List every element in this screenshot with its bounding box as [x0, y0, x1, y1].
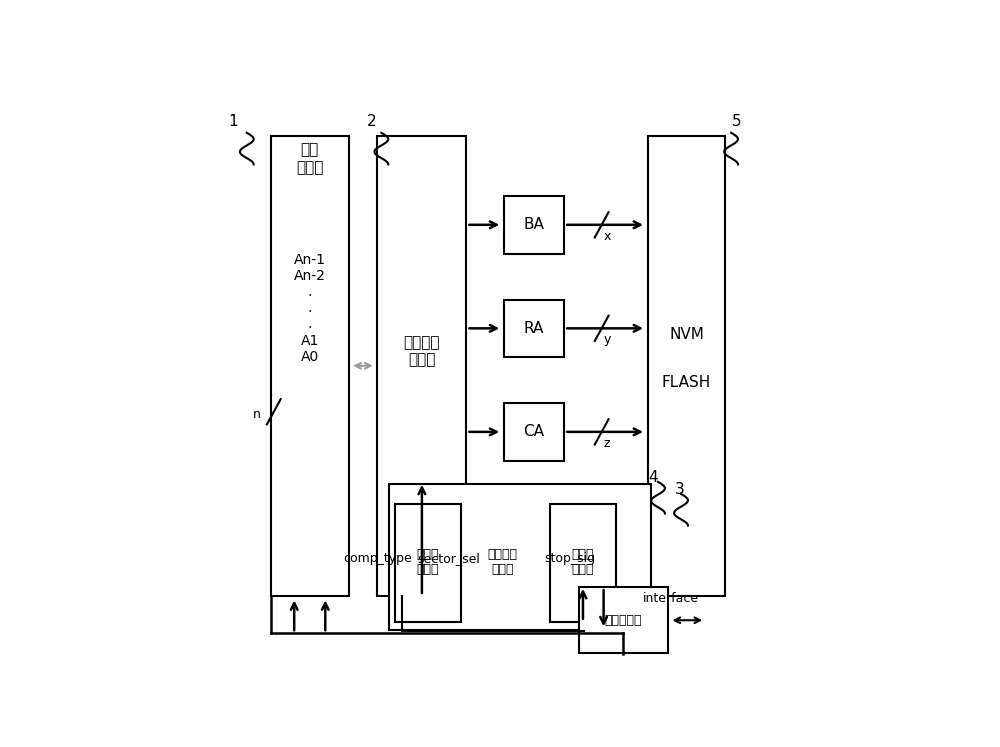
Text: 段地址
计算器: 段地址 计算器 — [572, 548, 594, 577]
Bar — [648, 136, 725, 596]
Text: y: y — [603, 333, 611, 347]
Text: stop_sig: stop_sig — [544, 552, 596, 565]
Text: 段地址
产生器: 段地址 产生器 — [416, 548, 439, 577]
Text: n: n — [253, 408, 260, 421]
Bar — [395, 503, 461, 622]
Text: sector_sel: sector_sel — [418, 552, 481, 565]
Text: 3: 3 — [674, 482, 684, 497]
Bar — [504, 403, 564, 461]
Text: NVM: NVM — [669, 326, 704, 341]
Text: x: x — [603, 230, 611, 243]
Bar — [504, 300, 564, 357]
Text: 4: 4 — [649, 471, 658, 486]
Bar — [504, 196, 564, 253]
Text: comp_type: comp_type — [343, 552, 412, 565]
Bar — [377, 136, 466, 596]
Text: BA: BA — [524, 217, 545, 232]
Text: 5: 5 — [732, 114, 742, 128]
Text: 地址
累加器: 地址 累加器 — [296, 143, 323, 175]
Text: FLASH: FLASH — [662, 376, 711, 391]
Text: 地址边界
控制器: 地址边界 控制器 — [488, 548, 518, 577]
Text: An-1
An-2
.
.
.
A1
A0: An-1 An-2 . . . A1 A0 — [294, 252, 326, 364]
Text: 地址映射
选择器: 地址映射 选择器 — [404, 335, 440, 368]
Text: 2: 2 — [367, 114, 376, 128]
Bar — [550, 503, 616, 622]
Text: 1: 1 — [229, 114, 238, 128]
Bar — [271, 136, 349, 596]
Text: 系统控制器: 系统控制器 — [604, 614, 642, 627]
Bar — [579, 587, 668, 654]
Bar — [389, 483, 651, 630]
Text: CA: CA — [524, 424, 545, 439]
Text: z: z — [604, 437, 610, 450]
Text: RA: RA — [524, 321, 544, 336]
Text: interface: interface — [643, 592, 699, 605]
